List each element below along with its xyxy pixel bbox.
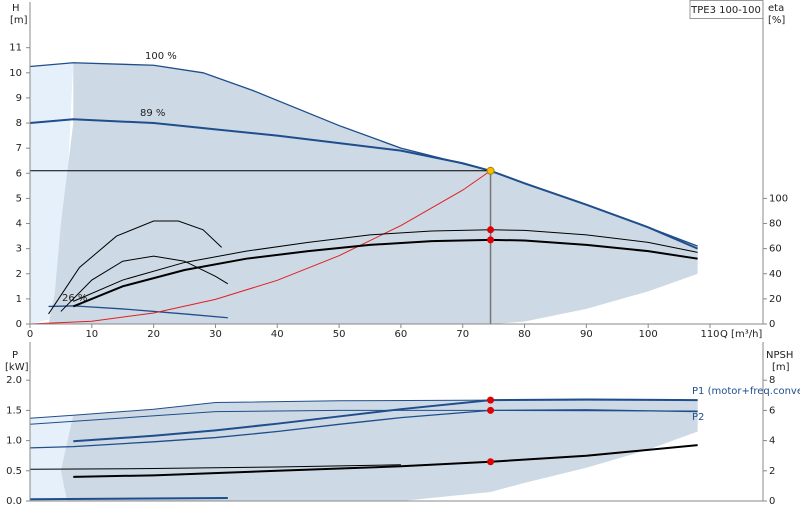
curve: [48, 220, 222, 315]
y2-tick-label: 2: [769, 466, 775, 477]
curve-label: 89 %: [140, 108, 165, 119]
curve: [29, 409, 698, 449]
y-tick-label: 10: [9, 68, 22, 79]
y-axis-unit: [m]: [10, 15, 28, 26]
curve: [72, 238, 698, 308]
curve: [29, 118, 699, 250]
curve: [48, 305, 228, 319]
y-tick-label: 3: [16, 244, 22, 255]
chart-title: TPE3 100-100: [690, 5, 761, 16]
y-tick-label: 1: [16, 294, 22, 305]
y2-axis-label: NPSH: [766, 350, 793, 361]
y-axis-unit: [kW]: [5, 362, 29, 373]
curve: [73, 229, 698, 302]
curve: [29, 496, 228, 501]
operating-range: [30, 415, 74, 501]
x-tick-label: 80: [518, 329, 531, 340]
y-tick-label: 0.0: [6, 496, 22, 507]
y2-axis-unit: [m]: [772, 362, 790, 373]
duty-point: [487, 236, 495, 244]
y-tick-label: 9: [16, 93, 22, 104]
curve-label: 26 %: [62, 293, 87, 304]
x-tick-label: 70: [456, 329, 469, 340]
y-tick-label: 0: [16, 319, 22, 330]
x-tick-label: 0: [27, 329, 33, 340]
x-tick-label: 30: [209, 329, 222, 340]
duty-point: [487, 406, 495, 414]
x-tick-label: 20: [147, 329, 160, 340]
curve-label: 100 %: [145, 51, 177, 62]
y-tick-label: 0.5: [6, 466, 22, 477]
y2-tick-label: 4: [769, 436, 775, 447]
duty-point: [487, 396, 495, 404]
y-tick-label: 7: [16, 143, 22, 154]
y-tick-label: 1.0: [6, 436, 22, 447]
y2-tick-label: 6: [769, 405, 775, 416]
x-tick-label: 100: [639, 329, 658, 340]
y-tick-label: 11: [9, 43, 22, 54]
curve: [29, 170, 491, 325]
x-tick-label: 60: [395, 329, 408, 340]
y2-tick-label: 20: [769, 294, 782, 305]
y2-tick-label: 0: [769, 496, 775, 507]
y-tick-label: 2.0: [6, 375, 22, 386]
y-tick-label: 8: [16, 118, 22, 129]
curve-label: P2: [692, 412, 704, 423]
y2-tick-label: 100: [769, 193, 788, 204]
y-axis-label: H: [12, 3, 20, 14]
y-axis-label: P: [12, 350, 18, 361]
duty-point: [487, 226, 495, 234]
y2-tick-label: 40: [769, 269, 782, 280]
y2-tick-label: 80: [769, 219, 782, 230]
curve: [60, 255, 229, 312]
operating-range: [60, 399, 698, 501]
x-tick-label: 10: [85, 329, 98, 340]
curve: [73, 398, 698, 443]
curve: [73, 444, 698, 478]
y-tick-label: 4: [16, 219, 22, 230]
x-tick-label: 110: [700, 329, 719, 340]
curve: [29, 464, 401, 470]
x-tick-label: 90: [580, 329, 593, 340]
y2-axis-label: eta: [768, 3, 784, 14]
y2-tick-label: 8: [769, 375, 775, 386]
y-tick-label: 5: [16, 193, 22, 204]
y2-tick-label: 0: [769, 319, 775, 330]
plot: P1 (motor+freq.converter) P2: [29, 386, 800, 501]
x-tick-label: 50: [333, 329, 346, 340]
y-tick-label: 6: [16, 168, 22, 179]
plot: 100 % 89 % 26 %: [29, 51, 699, 325]
y2-axis-unit: [%]: [768, 15, 785, 26]
x-tick-label: 40: [271, 329, 284, 340]
y2-tick-label: 60: [769, 244, 782, 255]
x-axis-label: Q [m³/h]: [720, 329, 762, 340]
y-tick-label: 1.5: [6, 405, 22, 416]
duty-point: [487, 458, 495, 466]
y-tick-label: 2: [16, 269, 22, 280]
curve-label: P1 (motor+freq.converter): [692, 386, 800, 397]
duty-point: [486, 166, 495, 175]
